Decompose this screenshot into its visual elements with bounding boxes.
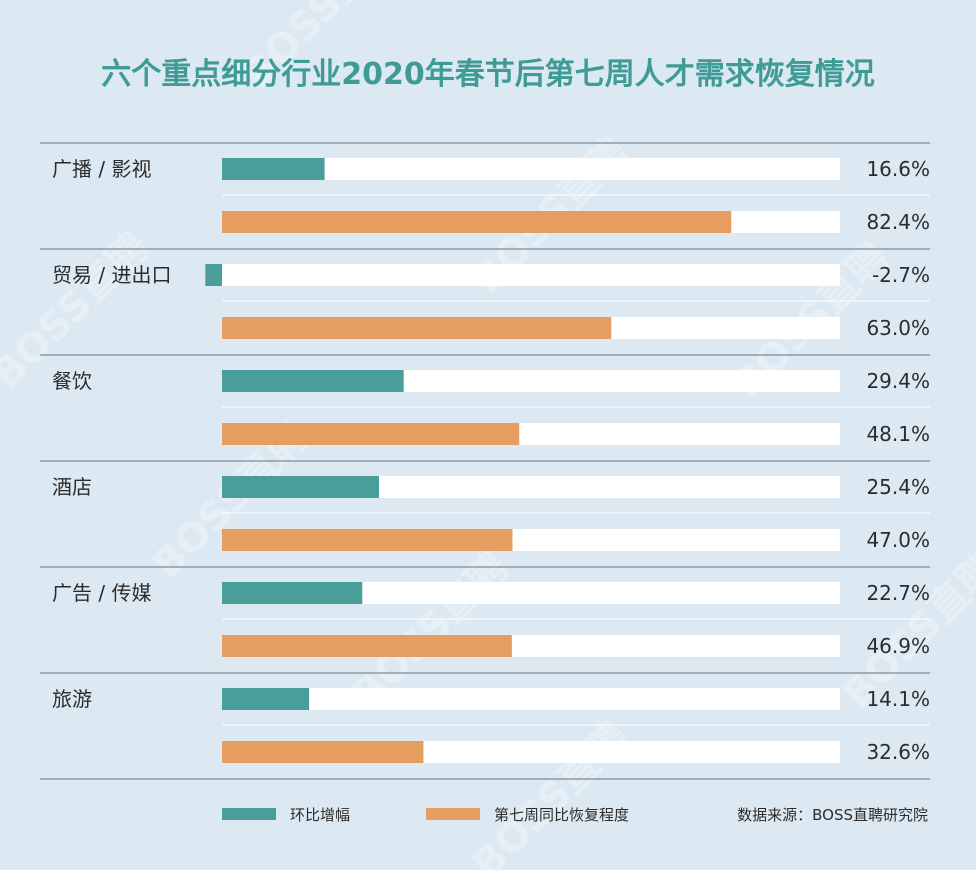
bar-yoy-recovery bbox=[222, 211, 732, 233]
legend: 环比增幅 第七周同比恢复程度 bbox=[222, 806, 629, 824]
category-label: 酒店 bbox=[52, 475, 92, 499]
bar-mom-growth bbox=[222, 476, 379, 498]
bar-track bbox=[222, 158, 840, 180]
plot-area: 广播 / 影视 16.6% 82.4% 贸易 / 进出口 -2.7% 63.0% 餐饮 29.… bbox=[40, 142, 930, 780]
legend-label: 环比增幅 bbox=[290, 806, 350, 824]
value-label: 22.7% bbox=[866, 581, 930, 605]
category-group: 广播 / 影视 16.6% 82.4% bbox=[40, 142, 930, 234]
bar-track bbox=[222, 264, 840, 286]
category-group: 广告 / 传媒 22.7% 46.9% bbox=[40, 566, 930, 658]
legend-swatch bbox=[426, 808, 480, 820]
category-label: 广告 / 传媒 bbox=[52, 581, 151, 605]
chart-title: 六个重点细分行业2020年春节后第七周人才需求恢复情况 bbox=[101, 57, 875, 92]
bar-yoy-recovery bbox=[222, 423, 520, 445]
source-note: 数据来源：BOSS直聘研究院 bbox=[737, 806, 928, 824]
bar-mom-growth bbox=[222, 370, 404, 392]
value-label: -2.7% bbox=[872, 263, 930, 287]
value-label: 82.4% bbox=[866, 210, 930, 234]
legend-swatch bbox=[222, 808, 276, 820]
value-label: 47.0% bbox=[866, 528, 930, 552]
value-label: 16.6% bbox=[866, 157, 930, 181]
bar-mom-growth bbox=[205, 264, 222, 286]
category-label: 贸易 / 进出口 bbox=[52, 263, 171, 287]
category-group: 旅游 14.1% 32.6% bbox=[40, 672, 930, 764]
bar-track bbox=[222, 582, 840, 604]
bar-yoy-recovery bbox=[222, 741, 424, 763]
category-label: 餐饮 bbox=[52, 369, 92, 393]
category-label: 旅游 bbox=[52, 687, 92, 711]
value-label: 25.4% bbox=[866, 475, 930, 499]
bar-yoy-recovery bbox=[222, 317, 612, 339]
value-label: 63.0% bbox=[866, 316, 930, 340]
value-label: 48.1% bbox=[866, 422, 930, 446]
category-label: 广播 / 影视 bbox=[52, 157, 151, 181]
bar-track bbox=[222, 688, 840, 710]
category-group: 餐饮 29.4% 48.1% bbox=[40, 354, 930, 446]
category-group: 酒店 25.4% 47.0% bbox=[40, 460, 930, 552]
value-label: 46.9% bbox=[866, 634, 930, 658]
bar-mom-growth bbox=[222, 582, 363, 604]
bar-mom-growth bbox=[222, 158, 325, 180]
watermark-text: BOSS直聘 bbox=[464, 714, 638, 870]
legend-label: 第七周同比恢复程度 bbox=[494, 806, 629, 824]
value-label: 14.1% bbox=[866, 687, 930, 711]
category-group: 贸易 / 进出口 -2.7% 63.0% bbox=[40, 248, 930, 340]
value-label: 32.6% bbox=[866, 740, 930, 764]
bar-mom-growth bbox=[222, 688, 310, 710]
bar-yoy-recovery bbox=[222, 635, 512, 657]
bar-yoy-recovery bbox=[222, 529, 513, 551]
value-label: 29.4% bbox=[866, 369, 930, 393]
